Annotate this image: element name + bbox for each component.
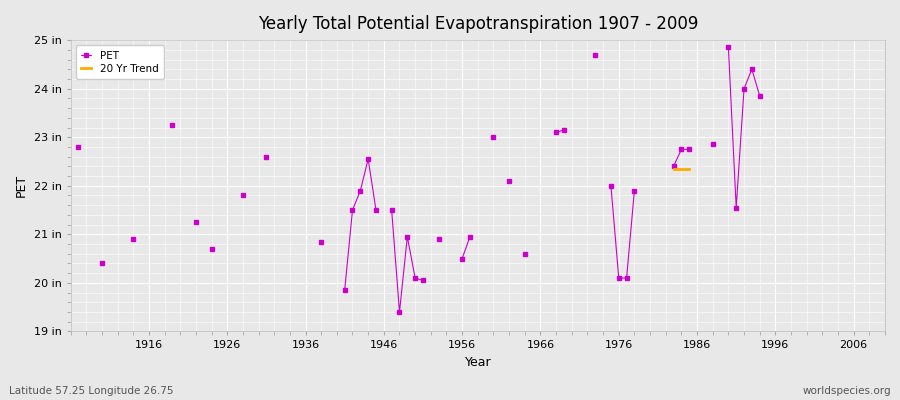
PET <box>73 144 84 149</box>
Title: Yearly Total Potential Evapotranspiration 1907 - 2009: Yearly Total Potential Evapotranspiratio… <box>257 15 698 33</box>
X-axis label: Year: Year <box>464 356 491 369</box>
Y-axis label: PET: PET <box>15 174 28 197</box>
Legend: PET, 20 Yr Trend: PET, 20 Yr Trend <box>76 45 164 79</box>
Text: Latitude 57.25 Longitude 26.75: Latitude 57.25 Longitude 26.75 <box>9 386 174 396</box>
20 Yr Trend <box>684 166 695 171</box>
PET <box>754 94 765 98</box>
Line: PET: PET <box>76 46 761 314</box>
PET <box>167 123 178 128</box>
20 Yr Trend <box>668 166 679 171</box>
Text: worldspecies.org: worldspecies.org <box>803 386 891 396</box>
